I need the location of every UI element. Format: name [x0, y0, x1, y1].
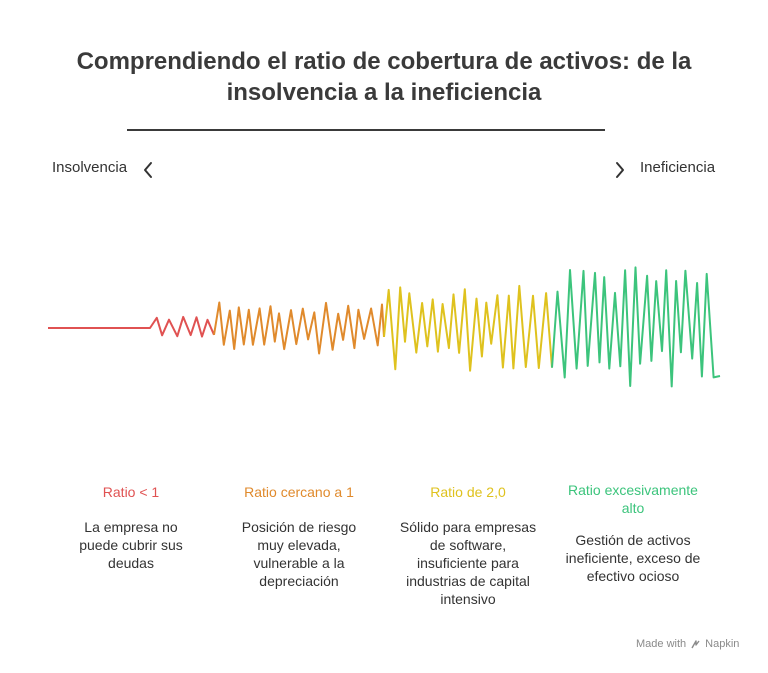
category-label: Ratio de 2,0 — [430, 484, 506, 500]
napkin-logo-icon — [691, 639, 700, 648]
category-ratio-excessive: Ratio excesivamente alto Gestión de acti… — [548, 481, 718, 584]
category-label: Ratio < 1 — [102, 484, 160, 500]
category-description: Gestión de activos ineficiente, exceso d… — [565, 532, 701, 584]
category-label: Ratio cercano a 1 — [244, 484, 354, 500]
chevron-left-icon — [144, 162, 152, 178]
category-description: Posición de riesgo muy elevada, vulnerab… — [241, 519, 357, 589]
category-description: Sólido para empresas de software, insufi… — [399, 519, 537, 607]
title-divider — [127, 129, 605, 131]
brand-label: Napkin — [705, 638, 740, 650]
category-ratio-near-1: Ratio cercano a 1 Posición de riesgo muy… — [214, 483, 384, 589]
scale-right-label: Ineficiencia — [640, 159, 716, 176]
wave-segment-4 — [551, 266, 721, 388]
page-title: Comprendiendo el ratio de cobertura de a… — [76, 48, 692, 106]
wave-segment-1 — [48, 315, 215, 338]
footer-credit: Made with Napkin — [636, 638, 739, 650]
category-description: La empresa no puede cubrir sus deudas — [79, 519, 183, 571]
wave-segment-3 — [383, 284, 553, 372]
scale-left-label: Insolvencia — [52, 159, 128, 176]
category-ratio-below-1: Ratio < 1 La empresa no puede cubrir sus… — [46, 483, 216, 571]
category-ratio-2: Ratio de 2,0 Sólido para empresas de sof… — [383, 483, 553, 607]
category-label: Ratio excesivamente alto — [568, 482, 698, 516]
waveform — [48, 266, 721, 388]
chevron-right-icon — [616, 162, 624, 178]
wave-segment-2 — [213, 301, 385, 355]
made-with-label: Made with — [636, 638, 687, 650]
